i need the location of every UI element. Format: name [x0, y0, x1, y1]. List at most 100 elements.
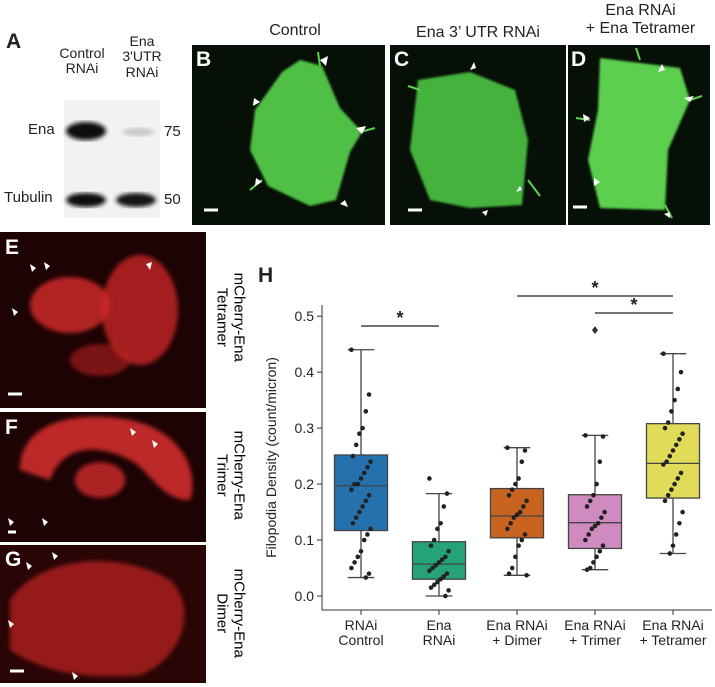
data-point: [433, 562, 439, 568]
data-point: [366, 492, 372, 498]
data-point: [428, 543, 434, 548]
panel-label: F: [5, 416, 18, 439]
y-tick-label: 0.0: [295, 588, 315, 604]
data-point: [368, 526, 373, 532]
panel-label: H: [258, 264, 274, 287]
data-point: [427, 476, 432, 481]
data-point: [361, 470, 367, 476]
data-point: [587, 498, 593, 504]
data-point: [667, 551, 673, 556]
panel-label: E: [5, 236, 20, 259]
data-point: [584, 567, 590, 573]
data-point: [661, 462, 666, 467]
data-point: [444, 571, 450, 576]
data-point: [443, 554, 448, 560]
data-point: [363, 409, 369, 414]
panel-title: Control: [269, 22, 321, 39]
data-point: [516, 476, 521, 481]
arrowheads: [8, 262, 158, 680]
cell: [10, 255, 193, 677]
data-point: [678, 470, 684, 476]
data-point: [591, 492, 596, 498]
data-point: [360, 425, 365, 431]
data-point: [511, 515, 517, 520]
data-point: [355, 481, 361, 487]
data-point: [662, 425, 668, 431]
data-point: [678, 369, 684, 375]
blot-band: [66, 193, 106, 207]
data-point: [365, 532, 370, 537]
data-point: [592, 523, 598, 529]
data-point: [363, 575, 369, 580]
x-tick-label: Ena RNAi: [422, 617, 456, 649]
scale-bar: [204, 205, 587, 212]
data-point: [366, 392, 372, 397]
y-tick-label: 0.3: [295, 420, 315, 436]
data-point: [438, 576, 443, 582]
data-point: [600, 543, 606, 548]
data-point: [680, 431, 685, 437]
data-point: [661, 351, 666, 356]
data-point: [591, 560, 596, 565]
data-point: [599, 515, 604, 520]
lane-label: Ena 3'UTR RNAi: [122, 33, 162, 80]
lane-label: Control RNAi: [59, 45, 105, 77]
data-point: [583, 537, 588, 543]
data-point: [509, 487, 515, 492]
data-point: [444, 491, 450, 496]
data-point: [365, 464, 370, 470]
panel-label: B: [196, 48, 212, 71]
panel-caption: mCherry-Ena Tetramer: [213, 272, 248, 362]
panel-caption: mCherry-Ena Trimer: [213, 430, 248, 520]
data-point: [349, 347, 354, 353]
data-point: [431, 582, 437, 588]
data-point: [430, 565, 435, 571]
data-point: [519, 459, 525, 464]
data-point: [673, 442, 679, 448]
data-point: [435, 579, 440, 585]
data-point: [583, 433, 588, 438]
box: [645, 422, 701, 499]
panel-caption: mCherry-Ena Dimer: [213, 568, 248, 658]
x-tick-label: Ena RNAi + Dimer: [486, 617, 548, 649]
data-point: [665, 420, 671, 425]
data-point: [517, 509, 523, 515]
data-point: [516, 543, 521, 548]
x-tick-label: Ena RNAi + Tetramer: [639, 617, 707, 649]
data-point: [353, 442, 359, 448]
data-point: [443, 593, 448, 599]
data-point: [505, 526, 510, 532]
outlier: [592, 326, 598, 335]
data-point: [519, 537, 525, 543]
x-tick-label: Ena RNAi + Trimer: [564, 617, 626, 649]
data-point: [366, 571, 372, 576]
y-tick-label: 0.5: [295, 308, 315, 324]
data-point: [677, 437, 682, 442]
data-point: [439, 557, 445, 562]
data-point: [438, 520, 443, 526]
chart: 0.0 0.1 0.2 0.3 0.4 0.5 Filopodia Density (cou…: [263, 278, 712, 615]
data-point: [670, 543, 676, 548]
y-axis-label: Filopodia Density (count/micron): [263, 357, 279, 558]
data-point: [446, 588, 451, 593]
significance-label: *: [630, 295, 637, 315]
data-point: [675, 476, 681, 481]
data-point: [352, 481, 357, 487]
data-point: [514, 512, 520, 518]
data-point: [680, 509, 685, 515]
blot-band: [122, 128, 154, 136]
data-point: [521, 504, 526, 509]
data-point: [441, 574, 447, 579]
significance-label: *: [591, 278, 598, 298]
data-point: [441, 504, 447, 509]
data-point: [594, 481, 599, 487]
panel-label: G: [5, 548, 22, 571]
data-point: [436, 560, 442, 565]
data-point: [524, 573, 529, 578]
data-point: [349, 565, 354, 571]
data-point: [524, 498, 529, 504]
data-point: [602, 509, 607, 515]
data-point: [677, 520, 682, 526]
data-point: [584, 504, 590, 509]
